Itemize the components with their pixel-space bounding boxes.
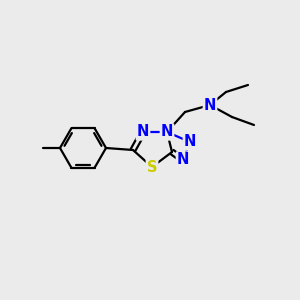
Text: S: S — [147, 160, 157, 175]
Text: N: N — [184, 134, 196, 149]
Text: N: N — [137, 124, 149, 140]
Text: N: N — [161, 124, 173, 140]
Text: N: N — [177, 152, 189, 167]
Text: N: N — [204, 98, 216, 112]
